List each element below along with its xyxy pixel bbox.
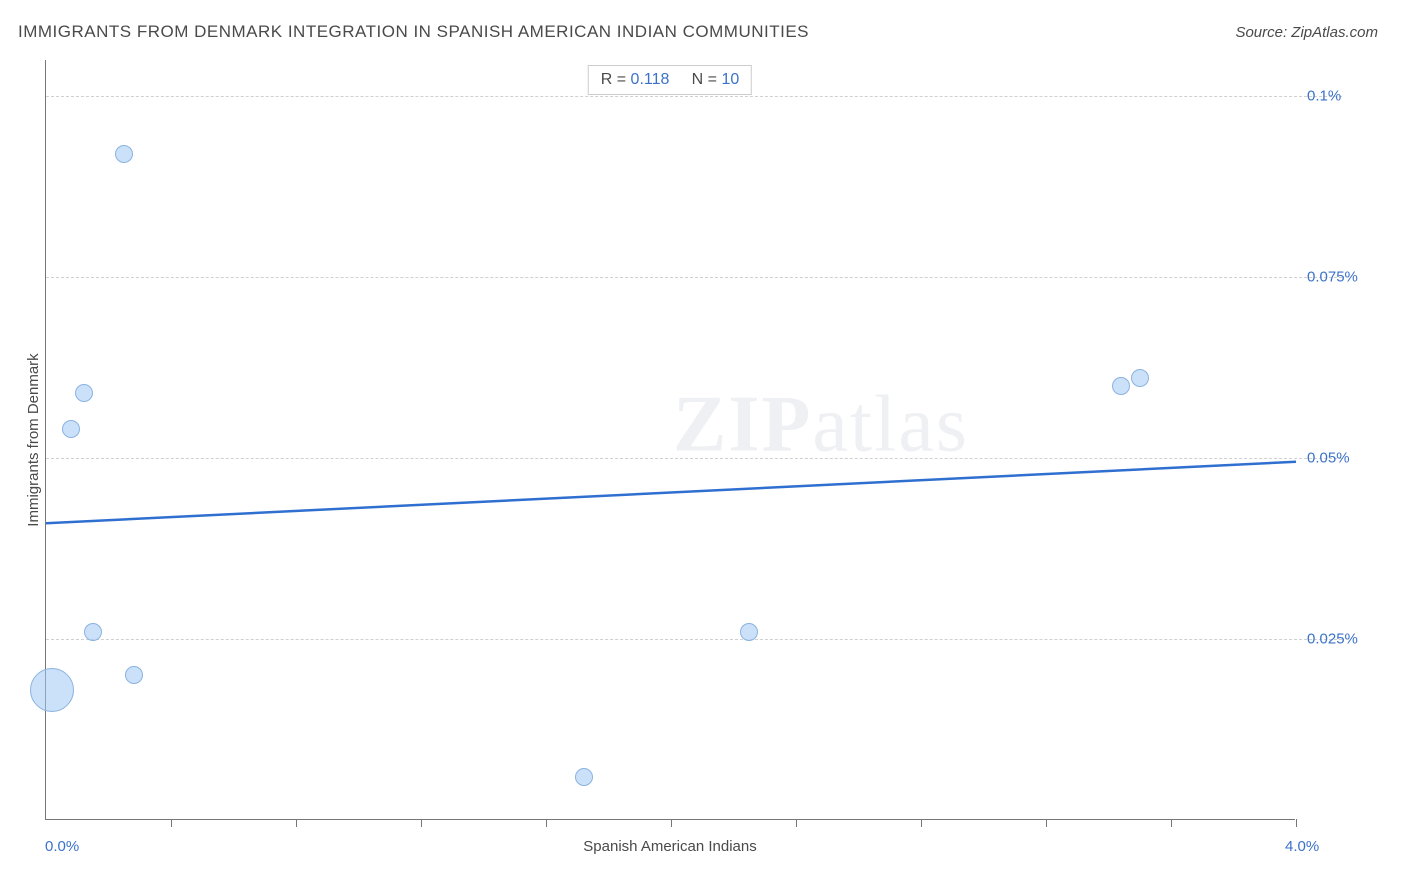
data-point bbox=[740, 623, 758, 641]
x-tick bbox=[1296, 819, 1297, 827]
data-point bbox=[1131, 369, 1149, 387]
data-point bbox=[75, 384, 93, 402]
plot-region: ZIPatlas bbox=[45, 60, 1295, 820]
x-axis-title: Spanish American Indians bbox=[583, 838, 756, 855]
x-min-label: 0.0% bbox=[45, 838, 79, 855]
x-tick bbox=[796, 819, 797, 827]
gridline-h bbox=[46, 639, 1342, 640]
chart-title: IMMIGRANTS FROM DENMARK INTEGRATION IN S… bbox=[18, 22, 809, 42]
y-axis-title: Immigrants from Denmark bbox=[25, 353, 42, 526]
data-point bbox=[575, 768, 593, 786]
x-tick bbox=[421, 819, 422, 827]
watermark: ZIPatlas bbox=[673, 379, 969, 470]
data-point bbox=[125, 666, 143, 684]
n-label: N = bbox=[692, 71, 722, 88]
n-value: 10 bbox=[721, 71, 739, 88]
data-point bbox=[84, 623, 102, 641]
data-point bbox=[30, 668, 74, 712]
data-point bbox=[115, 145, 133, 163]
gridline-h bbox=[46, 458, 1342, 459]
gridline-h bbox=[46, 96, 1342, 97]
data-point bbox=[1112, 377, 1130, 395]
y-tick-label: 0.075% bbox=[1307, 269, 1358, 286]
y-tick-label: 0.1% bbox=[1307, 88, 1341, 105]
x-tick bbox=[1171, 819, 1172, 827]
stats-box: R = 0.118 N = 10 bbox=[588, 65, 752, 95]
x-tick bbox=[171, 819, 172, 827]
x-max-label: 4.0% bbox=[1285, 838, 1319, 855]
r-label: R = bbox=[601, 71, 631, 88]
gridline-h bbox=[46, 277, 1342, 278]
trend-line bbox=[46, 60, 1296, 820]
r-value: 0.118 bbox=[631, 71, 670, 88]
data-point bbox=[62, 420, 80, 438]
x-tick bbox=[296, 819, 297, 827]
source-attribution: Source: ZipAtlas.com bbox=[1235, 24, 1378, 41]
x-tick bbox=[671, 819, 672, 827]
y-tick-label: 0.05% bbox=[1307, 450, 1350, 467]
x-tick bbox=[921, 819, 922, 827]
x-tick bbox=[546, 819, 547, 827]
x-tick bbox=[1046, 819, 1047, 827]
y-tick-label: 0.025% bbox=[1307, 631, 1358, 648]
chart-area: ZIPatlas R = 0.118 N = 10 Immigrants fro… bbox=[45, 60, 1341, 830]
